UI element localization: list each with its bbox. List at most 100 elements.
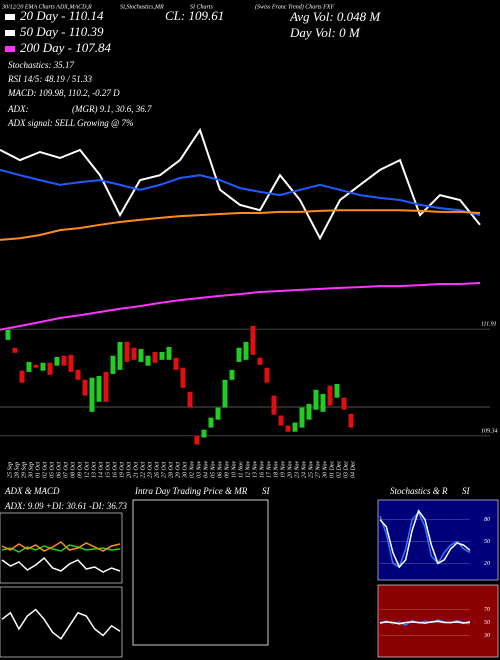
x-tick-label: 02 Oct [42,462,48,478]
series-line [1,556,121,573]
swatch [5,30,15,36]
x-tick-label: 25 Sep [7,462,13,478]
panel [377,584,499,658]
x-tick-label: 27 Nov [315,460,321,478]
x-tick-label: 03 Nov [196,460,202,478]
x-tick-label: 30 Sep [28,462,34,479]
x-tick-label: 25 Nov [308,460,314,478]
series-line [0,168,481,217]
y-tick-label: 50 [484,620,490,626]
x-tick-label: 18 Nov [273,460,279,478]
series-line [379,620,471,625]
candle [299,407,305,428]
candle [110,355,116,374]
candle [187,391,193,408]
ema200: 200 Day - 107.84 [20,40,111,55]
candle [194,435,200,445]
x-tick-label: 06 Nov [217,460,223,478]
candle [313,389,319,410]
ema50: 50 Day - 110.39 [20,24,104,39]
caption: SI,Stochastics,MR [120,4,164,10]
x-tick-label: 15 Oct [105,462,111,478]
panel-subtitle: SI [262,486,271,496]
candle [201,429,207,438]
candle [54,356,60,366]
x-tick-label: 28 Sep [14,462,20,478]
candle [138,349,144,362]
candle [68,354,74,372]
x-tick-label: 07 Oct [63,462,69,478]
x-tick-label: 26 Oct [154,462,160,478]
y-tick-label: 109.34 [481,427,498,434]
panel-title: Intra Day Trading Price & MR [134,486,248,496]
candle [215,407,221,420]
candle [166,346,172,360]
candle [222,379,228,408]
day-vol: Day Vol: 0 M [289,25,361,40]
candle [131,347,137,360]
x-tick-label: 02 Dec [336,461,342,478]
y-tick-label: 50 [484,539,490,545]
series-line [379,509,471,569]
panel-title: ADX & MACD [4,486,60,496]
x-tick-label: 20 Oct [126,462,132,478]
candle [96,376,102,402]
y-tick-label: 70 [484,607,490,613]
x-tick-label: 24 Nov [300,460,307,478]
x-tick-label: 12 Nov [245,460,251,478]
y-tick-label: 20 [484,561,490,567]
panel-subtitle: SI [462,486,471,496]
x-tick-label: 01 Dec [329,461,335,478]
candle [341,397,347,410]
series-line [1,608,121,640]
candle [271,395,277,415]
panel [377,499,499,581]
x-tick-label: 05 Nov [210,460,216,478]
candle [117,341,123,370]
y-tick-label: 30 [483,633,490,639]
candle [159,351,165,360]
x-tick-label: 21 Oct [133,462,139,478]
series-line [0,127,481,241]
panel-title: Stochastics & R [390,486,448,496]
x-tick-label: 19 Oct [119,462,125,478]
candle [292,422,298,432]
candle [26,361,32,372]
candle [243,341,249,360]
panel-subtitle: ADX: 9.09 +DI: 30.61 -DI: 36.73 [4,501,128,511]
candle [208,417,214,428]
x-tick-label: 09 Oct [77,462,83,478]
candle [61,355,67,366]
x-tick-label: 13 Nov [252,460,258,478]
x-tick-label: 08 Oct [70,462,76,478]
stoch: Stochastics: 35.17 [8,60,74,70]
caption: 30/12/20 EMA Charts ADX,MACD,R [1,4,92,10]
candle [33,364,39,368]
series-line [1,544,121,553]
x-tick-label: 30 Oct [182,462,188,479]
x-tick-label: 06 Oct [56,462,62,478]
candle [306,403,312,420]
caption: SI Charts [190,4,214,10]
x-tick-label: 05 Oct [49,462,55,478]
candle [5,329,11,340]
swatch [5,14,15,20]
adx-values: (MGR) 9.1, 30.6, 36.7 [72,104,152,114]
x-tick-label: 01 Oct [35,462,41,478]
x-tick-label: 04 Dec [349,461,356,478]
series-line [1,541,121,552]
x-tick-label: 10 Nov [231,460,237,478]
candle [236,347,242,362]
x-tick-label: 03 Dec [343,461,349,478]
x-tick-label: 22 Oct [140,462,146,478]
candle [12,347,18,353]
x-tick-label: 20 Nov [287,460,293,478]
x-tick-label: 29 Oct [175,462,181,478]
adx: ADX: [7,104,29,114]
x-tick-label: 27 Oct [161,462,167,478]
x-tick-label: 23 Oct [147,462,153,478]
candle [180,367,186,388]
x-tick-label: 19 Nov [280,460,286,478]
y-tick-label: 111.91 [481,321,497,327]
